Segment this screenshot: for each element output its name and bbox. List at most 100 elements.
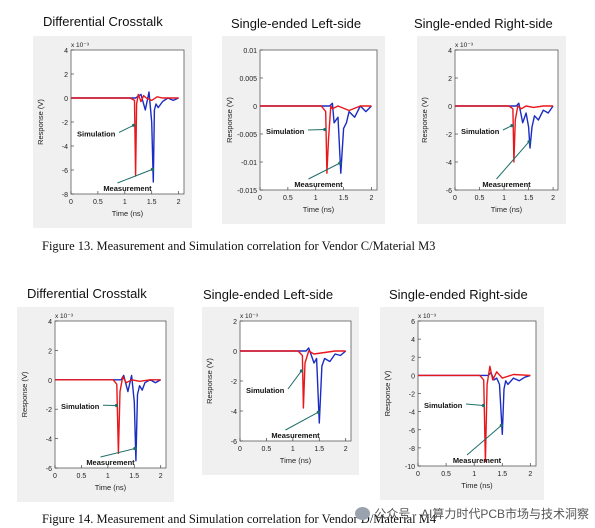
simulation-line (55, 376, 161, 455)
annotation-arrow (502, 125, 513, 131)
y-tick-label: -6 (62, 168, 68, 175)
fig13-title-differential: Differential Crosstalk (43, 14, 163, 29)
y-tick-label: -0.01 (241, 160, 257, 167)
simulation-line (418, 365, 531, 463)
annotation-arrowhead (323, 127, 327, 132)
y-tick-label: 0.005 (239, 76, 257, 83)
y-tick-label: -4 (46, 437, 52, 444)
y-tick-label: -4 (231, 409, 237, 416)
y-tick-label: 2 (448, 76, 452, 83)
annotation-arrowhead (527, 140, 531, 144)
axis-exponent: x 10⁻³ (71, 42, 90, 49)
y-tick-label: -6 (231, 439, 237, 446)
y-tick-label: -2 (62, 120, 68, 127)
x-axis-label: Time (ns) (303, 205, 335, 214)
x-tick-label: 0 (53, 473, 57, 480)
y-tick-label: -8 (409, 446, 415, 453)
annotation-simulation: Simulation (461, 127, 500, 136)
x-tick-label: 0.5 (262, 446, 272, 453)
y-tick-label: -0.005 (237, 132, 257, 139)
plot-area (54, 320, 167, 469)
y-axis-label: Response (V) (20, 371, 29, 417)
y-axis-label: Response (V) (36, 99, 45, 145)
measurement-line (455, 102, 554, 149)
fig13-panel-right: 4 2 0 -2 -4 -6 0 0.5 1 1.5 2 x 10⁻³ Time (ns) Respons… (417, 36, 566, 224)
x-tick-label: 0 (69, 199, 73, 206)
axis-exponent: x 10⁻³ (455, 42, 474, 49)
fig14-title-right: Single-ended Right-side (389, 287, 528, 302)
annotation-arrow (308, 162, 341, 180)
annotation-measurement: Measurement (271, 431, 320, 440)
x-tick-label: 1.5 (339, 195, 349, 202)
annotation-arrow (118, 124, 134, 133)
x-tick-label: 0.5 (77, 473, 87, 480)
annotation-simulation: Simulation (61, 402, 100, 411)
x-tick-label: 1 (123, 199, 127, 206)
y-tick-label: 0 (411, 373, 415, 380)
y-tick-label: 4 (448, 48, 452, 55)
simulation-line (260, 105, 372, 174)
axis-exponent: x 10⁻³ (240, 313, 259, 320)
y-tick-label: -2 (409, 392, 415, 399)
x-tick-label: 1 (291, 446, 295, 453)
y-tick-label: 4 (48, 319, 52, 326)
x-tick-label: 1 (502, 195, 506, 202)
annotation-arrowhead (316, 410, 320, 414)
annotation-simulation: Simulation (424, 401, 463, 410)
x-axis-label: Time (ns) (491, 205, 523, 214)
annotation-measurement: Measurement (103, 184, 152, 193)
axis-exponent: x 10⁻³ (418, 313, 437, 320)
annotation-simulation: Simulation (266, 127, 305, 136)
y-axis-label: Response (V) (383, 370, 392, 416)
fig13-title-right: Single-ended Right-side (414, 16, 553, 31)
y-tick-label: -4 (409, 410, 415, 417)
plot-area (259, 49, 378, 191)
simulation-line (71, 93, 179, 177)
x-tick-label: 0 (238, 446, 242, 453)
x-tick-label: 1.5 (129, 473, 139, 480)
x-tick-label: 2 (344, 446, 348, 453)
y-tick-label: -6 (409, 428, 415, 435)
y-tick-label: 4 (411, 337, 415, 344)
annotation-arrowhead (499, 423, 503, 428)
y-tick-label: -2 (46, 407, 52, 414)
y-tick-label: -0.015 (237, 188, 257, 195)
y-tick-label: 0 (233, 349, 237, 356)
annotation-arrowhead (510, 124, 514, 128)
annotation-arrow (496, 141, 530, 180)
y-tick-label: 2 (233, 319, 237, 326)
y-axis-label: Response (V) (225, 97, 234, 143)
y-tick-label: -2 (231, 379, 237, 386)
annotation-arrowhead (131, 123, 136, 127)
fig14-caption: Figure 14. Measurement and Simulation co… (42, 512, 437, 526)
annotation-arrow (466, 425, 502, 456)
y-tick-label: -2 (446, 132, 452, 139)
measurement-line (240, 347, 347, 424)
y-tick-label: 2 (64, 72, 68, 79)
x-tick-label: 0 (453, 195, 457, 202)
x-tick-label: 1.5 (524, 195, 534, 202)
y-tick-label: 0 (64, 96, 68, 103)
x-axis-label: Time (ns) (112, 209, 144, 218)
y-tick-label: 0 (448, 104, 452, 111)
x-tick-label: 2 (369, 195, 373, 202)
annotation-arrowhead (481, 403, 486, 408)
annotation-arrow (285, 411, 319, 431)
x-tick-label: 0.5 (475, 195, 485, 202)
annotation-measurement: Measurement (482, 180, 531, 189)
y-tick-label: 0 (253, 104, 257, 111)
x-tick-label: 0.5 (93, 199, 103, 206)
annotation-measurement: Measurement (453, 456, 502, 465)
x-tick-label: 2 (177, 199, 181, 206)
plot-area (454, 49, 559, 191)
axis-exponent: x 10⁻³ (55, 313, 74, 320)
x-tick-label: 2 (528, 471, 532, 478)
fig13-caption: Figure 13. Measurement and Simulation co… (42, 239, 436, 253)
fig14-title-differential: Differential Crosstalk (27, 286, 147, 301)
annotation-arrow (465, 403, 484, 407)
